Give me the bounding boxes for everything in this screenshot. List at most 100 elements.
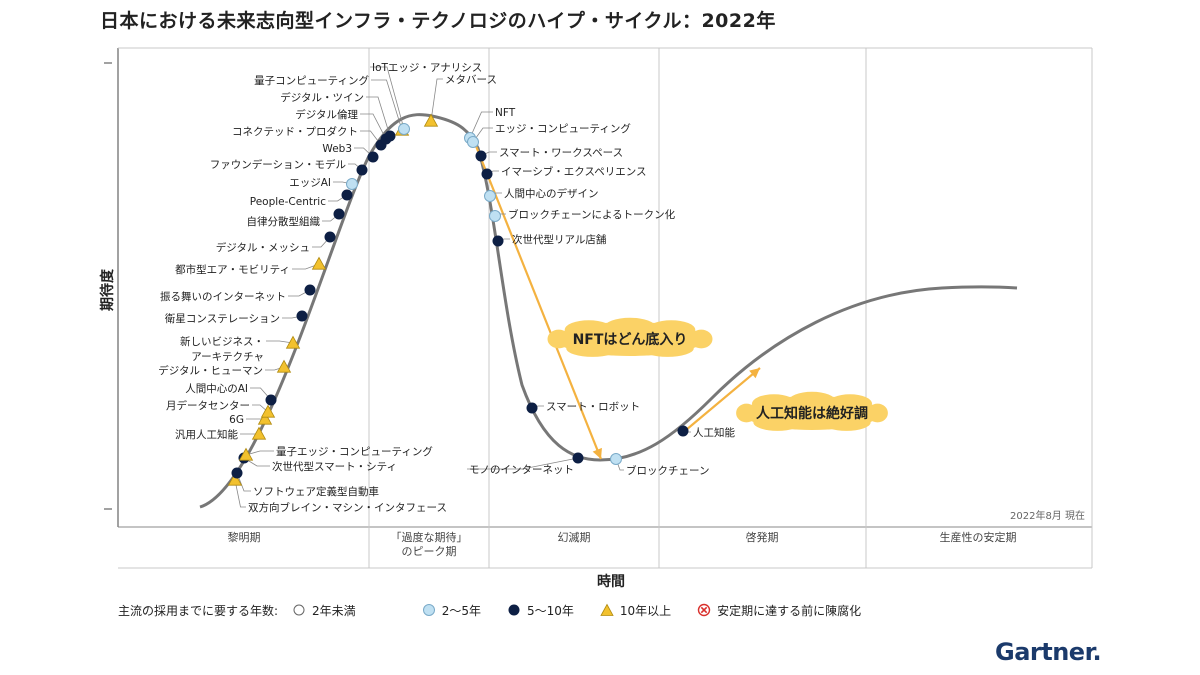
phase-label: のピーク期: [402, 545, 457, 558]
technology-marker: [276, 359, 292, 373]
date-note: 2022年8月 現在: [1010, 511, 1085, 522]
annotation-arrow-head: [592, 447, 602, 459]
technology-label: 人間中心のデザイン: [504, 187, 599, 200]
annotation-arrow: [685, 367, 761, 431]
technology-marker: [227, 472, 243, 486]
technology-markers: [227, 113, 689, 486]
leader-line: [366, 96, 391, 137]
technology-label: 量子コンピューティング: [254, 74, 369, 87]
open-circle-icon: [293, 604, 305, 616]
phase-label: 黎明期: [228, 530, 261, 544]
leader-line: [245, 450, 274, 456]
technology-label: 双方向ブレイン・マシン・インタフェース: [248, 501, 447, 514]
legend-item-5to10: 5〜10年: [507, 602, 574, 619]
technology-label: ブロックチェーン: [626, 464, 709, 477]
leader-line: [467, 457, 579, 470]
technology-marker: [251, 426, 267, 440]
legend-label: 2年未満: [312, 603, 356, 618]
technology-marker: [346, 178, 358, 190]
leader-line: [236, 472, 251, 492]
technology-label: 6G: [229, 414, 244, 426]
legend-item-lt2: 2年未満: [292, 602, 356, 619]
dark-circle-icon: [508, 604, 520, 616]
annotation-arrow-head: [749, 368, 760, 379]
y-axis-label: 期待度: [99, 268, 116, 311]
phase-label: 啓発期: [746, 530, 779, 544]
technology-label: 次世代型スマート・シティ: [272, 460, 397, 473]
chart-frame: [104, 47, 1093, 569]
technology-marker: [265, 394, 277, 406]
technology-marker: [296, 310, 308, 322]
legend: 主流の採用までに要する年数: 2年未満 2〜5年 5〜10年 10年以上 安定期…: [118, 600, 887, 620]
technology-label: 衛星コンステレーション: [165, 312, 280, 325]
technology-marker: [475, 150, 487, 162]
technology-marker: [285, 335, 301, 349]
technology-label: ソフトウェア定義型自動車: [253, 485, 379, 498]
legend-item-obsolete: 安定期に達する前に陳腐化: [697, 602, 861, 619]
technology-label: デジタル・ヒューマン: [158, 364, 263, 377]
legend-label: 10年以上: [619, 603, 672, 618]
technology-label: NFT: [495, 107, 516, 119]
annotation-text: NFTはどん底入り: [573, 331, 688, 348]
technology-label: スマート・ロボット: [546, 401, 640, 413]
technology-label: 月データセンター: [166, 399, 250, 412]
technology-label: 自律分散型組織: [247, 215, 321, 228]
phase-label: 生産性の安定期: [940, 530, 1017, 544]
annotation-cloud: 人工知能は絶好調: [736, 391, 888, 431]
annotation-cloud: NFTはどん底入り: [547, 317, 713, 357]
technology-label: コネクテッド・プロダクト: [232, 125, 358, 138]
technology-marker: [467, 136, 479, 148]
technology-marker: [398, 123, 410, 135]
technology-label: 新しいビジネス・アーキテクチャ: [180, 335, 264, 363]
leader-line: [360, 130, 382, 146]
technology-marker: [304, 284, 316, 296]
leader-line: [360, 113, 387, 140]
technology-marker: [423, 113, 439, 127]
annotation-text: 人工知能は絶好調: [756, 405, 868, 422]
technology-marker: [677, 425, 689, 437]
chart-title: 日本における未来志向型インフラ・テクノロジのハイプ・サイクル：2022年: [100, 10, 776, 32]
leader-line: [370, 66, 405, 130]
technology-label: 人間中心のAI: [185, 382, 248, 395]
technology-marker: [492, 235, 504, 247]
technology-label: イマーシブ・エクスペリエンス: [501, 165, 647, 178]
x-circle-icon: [697, 603, 711, 617]
technology-marker: [231, 467, 243, 479]
legend-label: 2〜5年: [441, 603, 481, 618]
phase-label: 幻滅期: [558, 531, 591, 544]
technology-label: エッジAI: [289, 177, 331, 189]
technology-label: Web3: [322, 143, 352, 155]
light-circle-icon: [422, 604, 435, 616]
phase-labels: 黎明期 「過度な期待」のピーク期 幻滅期 啓発期 生産性の安定期: [228, 530, 1017, 558]
technology-label: ファウンデーション・モデル: [210, 158, 346, 171]
technology-label: スマート・ワークスペース: [499, 147, 623, 159]
technology-marker: [333, 208, 345, 220]
triangle-icon: [600, 603, 614, 616]
legend-item-2to5: 2〜5年: [422, 602, 481, 619]
technology-marker: [526, 402, 538, 414]
technology-marker: [489, 210, 501, 222]
legend-label: 安定期に達する前に陳腐化: [717, 603, 862, 618]
technology-marker: [610, 453, 622, 465]
x-axis-label: 時間: [597, 573, 625, 590]
technology-label: IoTエッジ・アナリシス: [372, 62, 482, 74]
legend-title: 主流の採用までに要する年数:: [118, 603, 279, 618]
leader-line: [469, 111, 493, 139]
leader-line: [371, 79, 403, 131]
technology-marker: [356, 164, 368, 176]
technology-marker: [367, 151, 379, 163]
technology-label: ブロックチェーンによるトークン化: [508, 208, 676, 221]
technology-label: 振る舞いのインターネット: [160, 290, 286, 303]
legend-item-gt10: 10年以上: [600, 602, 671, 619]
technology-label: デジタル倫理: [295, 108, 358, 121]
legend-label: 5〜10年: [526, 603, 574, 618]
technology-marker: [484, 190, 496, 202]
technology-label: メタバース: [445, 74, 497, 86]
technology-marker: [257, 411, 273, 425]
technology-label: 次世代型リアル店舗: [512, 233, 607, 246]
technology-marker: [260, 404, 276, 418]
technology-label: モノのインターネット: [469, 464, 574, 476]
technology-marker: [324, 231, 336, 243]
technology-marker: [481, 168, 493, 180]
technology-marker: [311, 256, 327, 270]
